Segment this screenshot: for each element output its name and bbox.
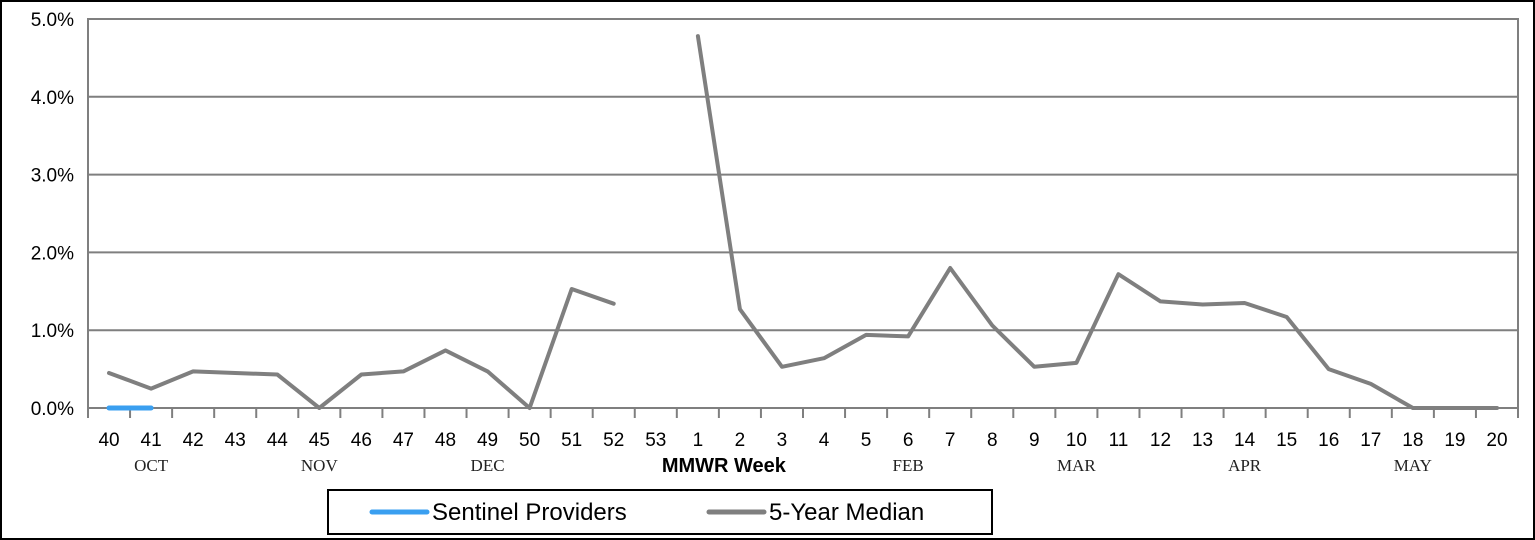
legend-sentinel-providers-label: Sentinel Providers [432, 499, 627, 526]
month-label: DEC [471, 456, 505, 475]
legend-box [327, 489, 993, 535]
x-tick-label: 40 [98, 430, 119, 451]
month-labels: OCT NOV DEC FEB MAR APR MAY [134, 456, 1432, 475]
month-label: NOV [301, 456, 339, 475]
x-tick-label: 49 [477, 430, 498, 451]
x-tick-label: 44 [267, 430, 289, 451]
month-label: MAR [1057, 456, 1096, 475]
y-tick-label: 5.0% [31, 10, 74, 31]
x-tick-label: 11 [1109, 430, 1129, 451]
x-tick-label: 15 [1276, 430, 1297, 451]
gridlines [87, 18, 1519, 409]
x-tick-label: 1 [693, 430, 704, 451]
x-tick-label: 19 [1444, 430, 1465, 451]
x-axis-title: MMWR Week [662, 455, 787, 477]
x-tick-label: 7 [945, 430, 956, 451]
x-tick-label: 46 [351, 430, 372, 451]
x-tick-label: 9 [1029, 430, 1040, 451]
x-tick-label: 51 [561, 430, 582, 451]
plot-area-border [87, 18, 1519, 409]
x-tick-label: 45 [309, 430, 330, 451]
five-year-median-line [695, 34, 1499, 410]
y-tick-label: 1.0% [31, 321, 74, 342]
series-lines [106, 34, 1499, 411]
x-tick-label: 43 [225, 430, 246, 451]
x-tick-label: 20 [1486, 430, 1507, 451]
x-tick-label: 8 [987, 430, 998, 451]
x-tick-label: 42 [183, 430, 204, 451]
x-tick-label: 14 [1234, 430, 1256, 451]
x-tick-label: 47 [393, 430, 414, 451]
month-label: APR [1228, 456, 1262, 475]
x-axis: 40 41 42 43 44 45 46 47 48 49 50 51 52 53 1 2 3 4 5 6 7 8 9 10 1… [87, 408, 1519, 451]
x-tick-label: 12 [1150, 430, 1171, 451]
month-label: MAY [1394, 456, 1432, 475]
legend-five-year-median-label: 5-Year Median [769, 499, 924, 526]
x-tick-label: 18 [1402, 430, 1423, 451]
x-tick-label: 50 [519, 430, 540, 451]
x-tick-label: 4 [819, 430, 830, 451]
x-tick-label: 13 [1192, 430, 1213, 451]
y-axis-tick-labels: 0.0% 1.0% 2.0% 3.0% 4.0% 5.0% [31, 10, 74, 420]
y-tick-label: 0.0% [31, 399, 74, 420]
x-tick-label: 10 [1066, 430, 1087, 451]
x-tick-label: 53 [645, 430, 666, 451]
x-tick-label: 48 [435, 430, 456, 451]
x-tick-label: 5 [861, 430, 872, 451]
y-tick-label: 2.0% [31, 243, 74, 264]
x-tick-label: 41 [141, 430, 162, 451]
five-year-median-line [107, 287, 616, 410]
x-tick-label: 2 [735, 430, 746, 451]
x-tick-label: 52 [603, 430, 624, 451]
y-tick-label: 4.0% [31, 88, 74, 109]
month-label: FEB [893, 456, 924, 475]
x-tick-label: 6 [903, 430, 914, 451]
x-tick-label: 16 [1318, 430, 1339, 451]
legend: Sentinel Providers 5-Year Median [327, 489, 993, 535]
month-label: OCT [134, 456, 169, 475]
x-tick-label: 17 [1360, 430, 1381, 451]
x-tick-label: 3 [777, 430, 788, 451]
y-tick-label: 3.0% [31, 166, 74, 187]
